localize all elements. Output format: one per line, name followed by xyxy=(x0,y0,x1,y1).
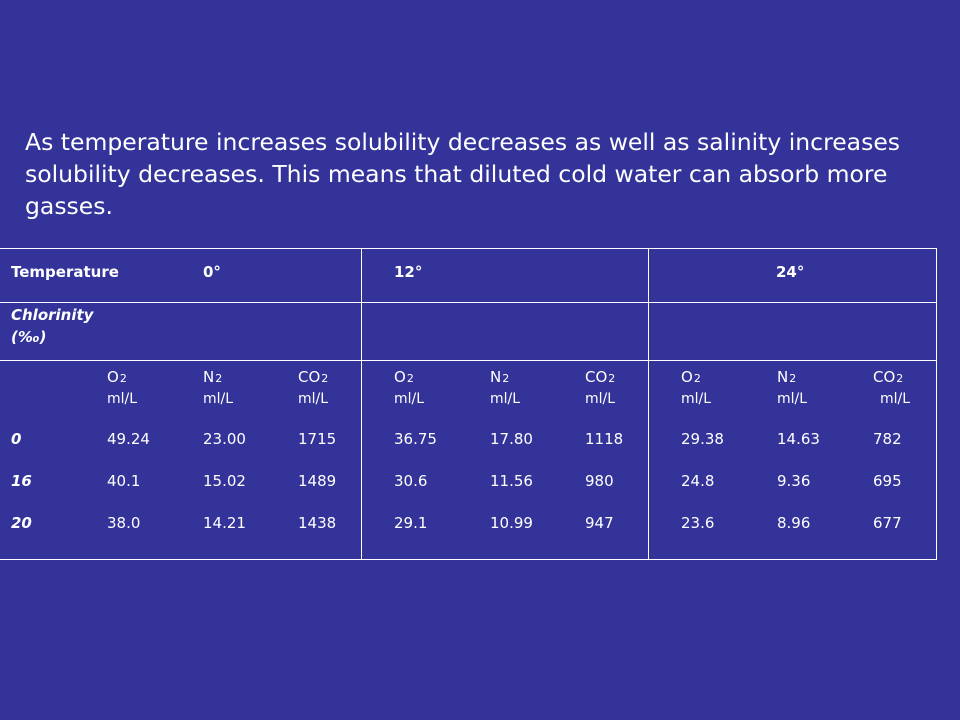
gas-header-n2-12: N2 xyxy=(490,368,510,386)
table-cell: 29.38 xyxy=(681,430,724,448)
chlorinity-label: Chlorinity xyxy=(11,306,94,324)
table-cell: 947 xyxy=(585,514,614,532)
chlorinity-unit: (‰) xyxy=(11,328,47,346)
chlorinity-value: 16 xyxy=(11,472,32,490)
table-cell: 980 xyxy=(585,472,614,490)
table-cell: 10.99 xyxy=(490,514,533,532)
gas-header-n2-24: N2 xyxy=(777,368,797,386)
gas-header-o2-0: O2 xyxy=(107,368,127,386)
table-cell: 1715 xyxy=(298,430,337,448)
table-cell: 695 xyxy=(873,472,902,490)
gas-header-co2-12: CO2 xyxy=(585,368,616,386)
table-cell: 14.21 xyxy=(203,514,246,532)
table-cell: 15.02 xyxy=(203,472,246,490)
temperature-24: 24° xyxy=(776,263,805,281)
chlorinity-value: 20 xyxy=(11,514,32,532)
row-divider-chlorinity xyxy=(0,360,936,361)
intro-paragraph: As temperature increases solubility decr… xyxy=(25,128,901,220)
table-cell: 782 xyxy=(873,430,902,448)
temperature-0: 0° xyxy=(203,263,221,281)
table-cell: 8.96 xyxy=(777,514,811,532)
gas-unit-co2-0: ml/L xyxy=(298,391,329,407)
gas-unit-co2-24: ml/L xyxy=(880,391,911,407)
gas-header-o2-24: O2 xyxy=(681,368,701,386)
table-cell: 29.1 xyxy=(394,514,428,532)
table-cell: 17.80 xyxy=(490,430,533,448)
table-cell: 49.24 xyxy=(107,430,150,448)
temperature-label: Temperature xyxy=(11,263,119,281)
gas-unit-o2-0: ml/L xyxy=(107,391,138,407)
table-cell: 11.56 xyxy=(490,472,533,490)
gas-unit-n2-24: ml/L xyxy=(777,391,808,407)
gas-unit-o2-12: ml/L xyxy=(394,391,425,407)
table-cell: 40.1 xyxy=(107,472,141,490)
table-cell: 1489 xyxy=(298,472,337,490)
table-cell: 1438 xyxy=(298,514,337,532)
table-cell: 23.6 xyxy=(681,514,715,532)
table-cell: 14.63 xyxy=(777,430,820,448)
gas-header-co2-24: CO2 xyxy=(873,368,904,386)
gas-unit-n2-12: ml/L xyxy=(490,391,521,407)
chlorinity-value: 0 xyxy=(11,430,22,448)
solubility-table xyxy=(0,248,937,560)
gas-unit-co2-12: ml/L xyxy=(585,391,616,407)
table-cell: 23.00 xyxy=(203,430,246,448)
table-cell: 677 xyxy=(873,514,902,532)
table-cell: 9.36 xyxy=(777,472,811,490)
column-divider-24 xyxy=(648,249,649,560)
table-cell: 30.6 xyxy=(394,472,428,490)
table-cell: 38.0 xyxy=(107,514,141,532)
gas-unit-n2-0: ml/L xyxy=(203,391,234,407)
gas-header-co2-0: CO2 xyxy=(298,368,329,386)
row-divider-temperature xyxy=(0,302,936,303)
column-divider-12 xyxy=(361,249,362,560)
gas-unit-o2-24: ml/L xyxy=(681,391,712,407)
table-cell: 1118 xyxy=(585,430,624,448)
table-cell: 24.8 xyxy=(681,472,715,490)
gas-header-o2-12: O2 xyxy=(394,368,414,386)
gas-header-n2-0: N2 xyxy=(203,368,223,386)
table-cell: 36.75 xyxy=(394,430,437,448)
temperature-12: 12° xyxy=(394,263,423,281)
